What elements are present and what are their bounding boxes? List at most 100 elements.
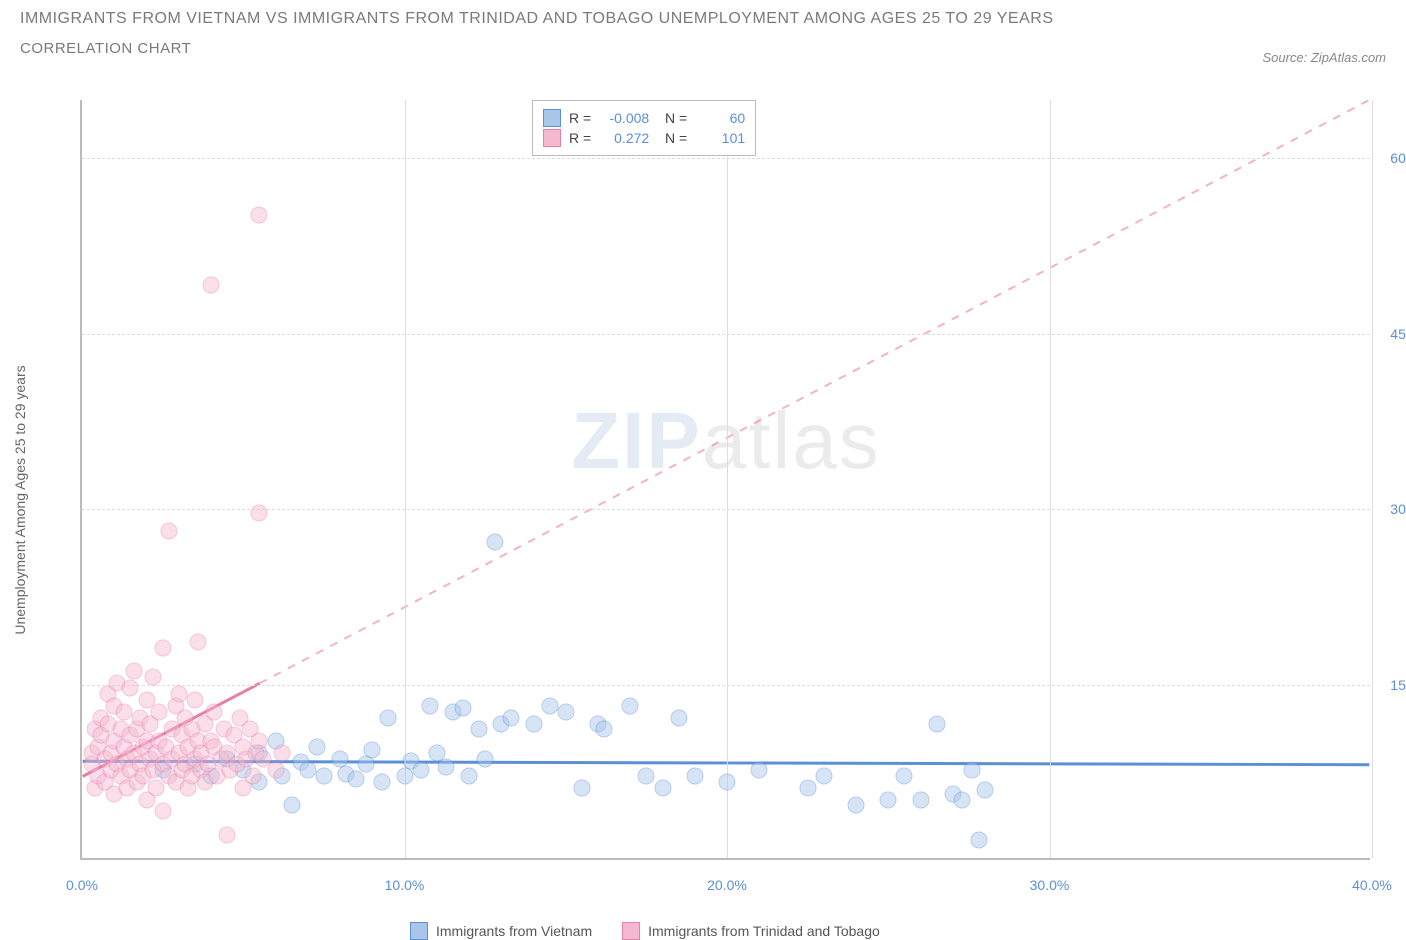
header: IMMIGRANTS FROM VIETNAM VS IMMIGRANTS FR… [0,0,1406,57]
series-legend: Immigrants from Vietnam Immigrants from … [410,922,880,940]
x-tick-label: 0.0% [66,877,98,893]
data-point-series-1 [638,768,655,785]
data-point-series-1 [848,797,865,814]
r-value-2: 0.272 [599,130,649,146]
data-point-series-1 [412,762,429,779]
chart-title: IMMIGRANTS FROM VIETNAM VS IMMIGRANTS FR… [20,10,1386,28]
data-point-series-1 [315,768,332,785]
correlation-legend: R =-0.008 N =60 R =0.272 N =101 [532,100,756,156]
data-point-series-2 [244,768,261,785]
data-point-series-1 [502,709,519,726]
data-point-series-1 [686,768,703,785]
data-point-series-2 [122,680,139,697]
y-tick-label: 45.0% [1390,326,1406,342]
legend-row-series-1: R =-0.008 N =60 [543,109,745,127]
data-point-series-2 [203,277,220,294]
data-point-series-1 [954,791,971,808]
data-point-series-1 [486,534,503,551]
y-axis-label: Unemployment Among Ages 25 to 29 years [12,365,28,634]
data-point-series-1 [719,774,736,791]
legend-item-1: Immigrants from Vietnam [410,922,592,940]
data-point-series-1 [799,779,816,796]
n-value-2: 101 [695,130,745,146]
gridline-horizontal [82,685,1370,686]
n-value-1: 60 [695,110,745,126]
source-attribution: Source: ZipAtlas.com [1262,50,1386,65]
chart-subtitle: CORRELATION CHART [20,40,1386,57]
gridline-vertical [1372,100,1373,858]
data-point-series-1 [373,774,390,791]
data-point-series-2 [273,744,290,761]
data-point-series-1 [896,768,913,785]
data-point-series-1 [299,762,316,779]
r-value-1: -0.008 [599,110,649,126]
data-point-series-2 [251,206,268,223]
data-point-series-1 [364,742,381,759]
y-tick-label: 15.0% [1390,677,1406,693]
gridline-vertical [405,100,406,858]
gridline-horizontal [82,334,1370,335]
data-point-series-1 [670,709,687,726]
data-point-series-1 [380,709,397,726]
data-point-series-1 [477,750,494,767]
data-point-series-2 [161,522,178,539]
data-point-series-1 [438,758,455,775]
legend-label-2: Immigrants from Trinidad and Tobago [648,923,880,939]
data-point-series-2 [219,826,236,843]
legend-row-series-2: R =0.272 N =101 [543,129,745,147]
plot-area: R =-0.008 N =60 R =0.272 N =101 ZIPatlas… [80,100,1370,860]
data-point-series-1 [912,791,929,808]
gridline-horizontal [82,509,1370,510]
data-point-series-1 [880,791,897,808]
data-point-series-1 [970,832,987,849]
legend-item-2: Immigrants from Trinidad and Tobago [622,922,880,940]
gridline-vertical [1050,100,1051,858]
x-tick-label: 40.0% [1352,877,1392,893]
data-point-series-1 [283,797,300,814]
data-point-series-2 [151,703,168,720]
x-tick-label: 30.0% [1030,877,1070,893]
y-tick-label: 30.0% [1390,501,1406,517]
data-point-series-2 [154,803,171,820]
data-point-series-1 [654,779,671,796]
swatch-series-2b [622,922,640,940]
data-point-series-1 [622,698,639,715]
data-point-series-1 [422,698,439,715]
data-point-series-2 [267,762,284,779]
data-point-series-2 [115,703,132,720]
data-point-series-1 [964,762,981,779]
data-point-series-2 [125,662,142,679]
x-tick-label: 20.0% [707,877,747,893]
data-point-series-1 [309,738,326,755]
watermark: ZIPatlas [571,395,880,487]
swatch-series-1 [543,109,561,127]
data-point-series-1 [573,779,590,796]
chart-container: Unemployment Among Ages 25 to 29 years R… [50,90,1390,910]
swatch-series-2 [543,129,561,147]
data-point-series-1 [541,698,558,715]
data-point-series-1 [525,715,542,732]
data-point-series-1 [596,721,613,738]
data-point-series-2 [144,668,161,685]
data-point-series-2 [206,703,223,720]
y-tick-label: 60.0% [1390,150,1406,166]
x-tick-label: 10.0% [385,877,425,893]
data-point-series-2 [186,692,203,709]
data-point-series-1 [815,768,832,785]
data-point-series-2 [154,639,171,656]
data-point-series-2 [251,505,268,522]
data-point-series-1 [751,762,768,779]
data-point-series-1 [454,700,471,717]
data-point-series-1 [396,768,413,785]
data-point-series-1 [461,768,478,785]
data-point-series-1 [470,721,487,738]
data-point-series-1 [977,782,994,799]
gridline-horizontal [82,158,1370,159]
data-point-series-1 [348,770,365,787]
data-point-series-2 [251,733,268,750]
data-point-series-1 [928,715,945,732]
swatch-series-1b [410,922,428,940]
data-point-series-2 [190,633,207,650]
data-point-series-1 [557,703,574,720]
gridline-vertical [727,100,728,858]
